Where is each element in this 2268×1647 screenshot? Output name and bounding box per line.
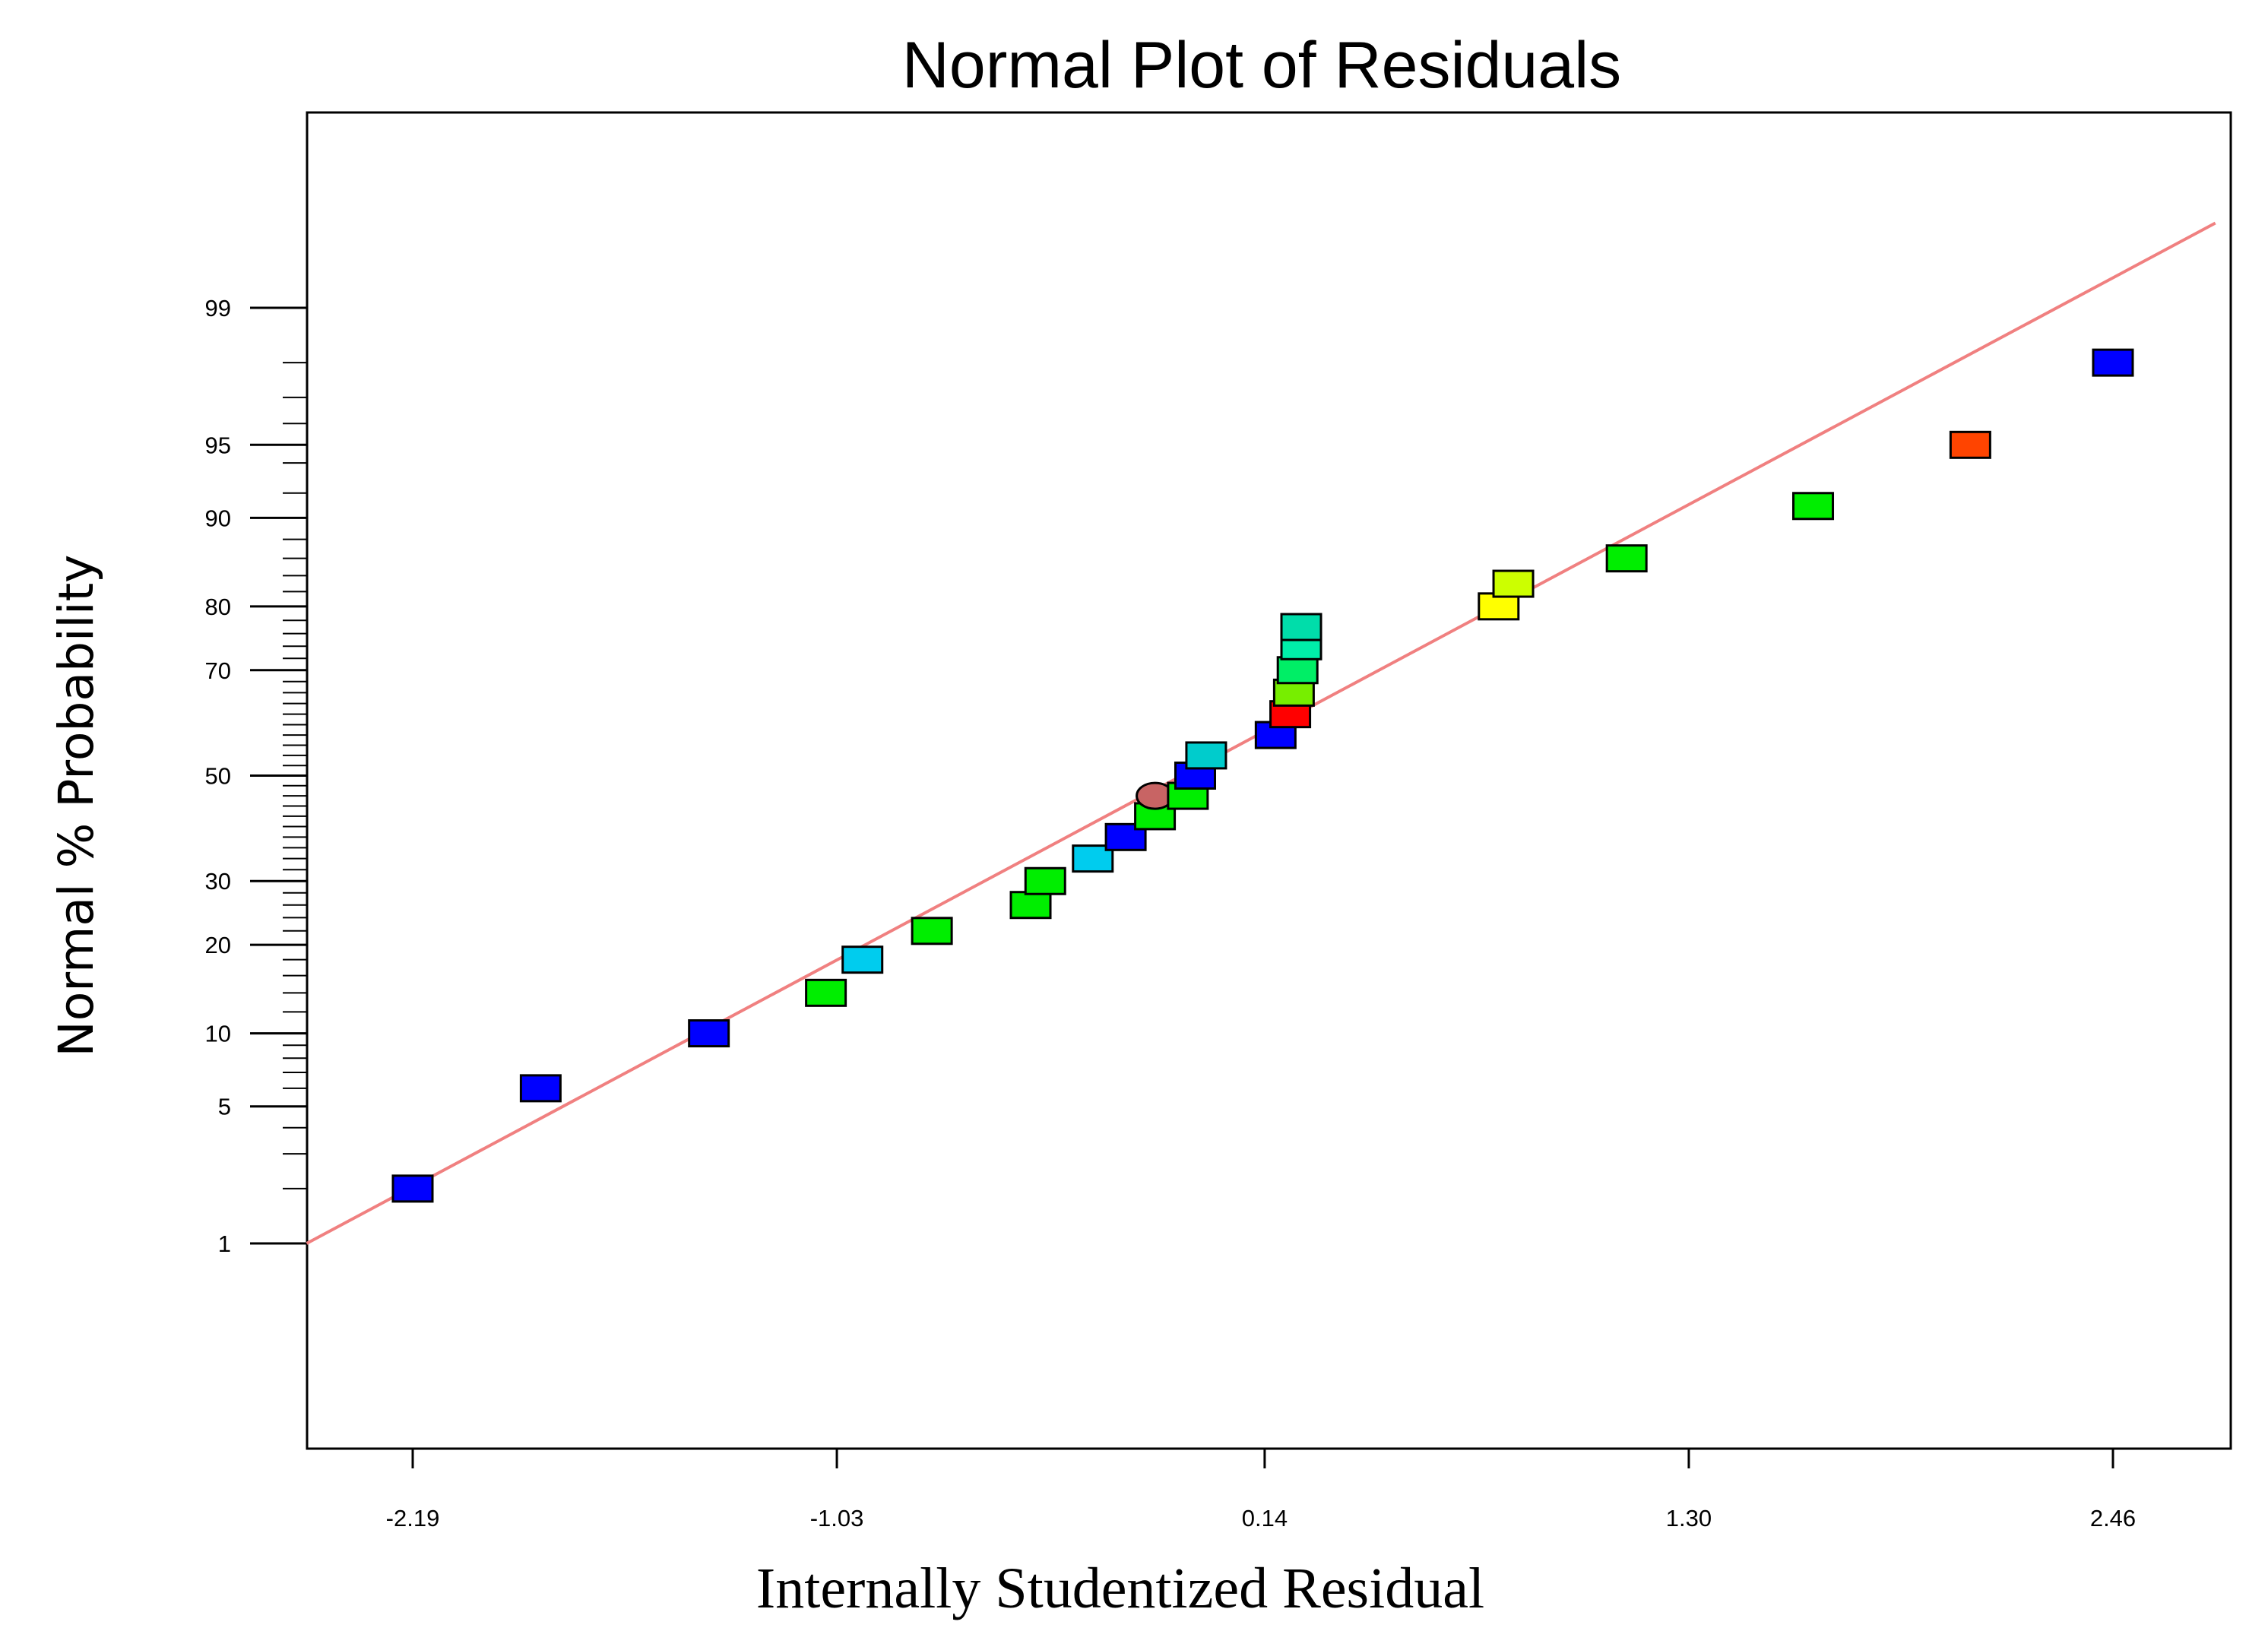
y-tick-label: 10 xyxy=(205,1021,231,1047)
y-tick-label: 20 xyxy=(205,932,231,958)
x-tick-label: 1.30 xyxy=(1666,1505,1712,1531)
x-tick-label: -1.03 xyxy=(810,1505,864,1531)
y-axis-label: Normal % Probability xyxy=(49,555,104,1057)
data-point xyxy=(805,978,847,1007)
y-tick-label: 30 xyxy=(205,868,231,895)
plot-area-frame xyxy=(306,111,2232,1450)
y-tick-label: 80 xyxy=(205,594,231,620)
data-point xyxy=(1605,544,1648,573)
data-point xyxy=(391,1174,434,1203)
x-tick-label: 0.14 xyxy=(1242,1505,1288,1531)
data-point xyxy=(1949,430,1991,459)
chart-title: Normal Plot of Residuals xyxy=(902,29,1621,102)
data-point xyxy=(1185,741,1227,770)
data-point xyxy=(1009,891,1052,920)
y-tick-label: 99 xyxy=(205,295,231,321)
x-axis-label: Internally Studentized Residual xyxy=(756,1557,1484,1620)
x-axis: -2.19 -1.03 0.14 1.30 2.46 xyxy=(386,1449,2136,1531)
data-point xyxy=(1792,492,1835,521)
data-point xyxy=(519,1074,562,1103)
y-tick-label: 50 xyxy=(205,763,231,790)
y-tick-label: 70 xyxy=(205,657,231,684)
y-axis: 1 5 10 20 30 50 70 80 90 95 99 xyxy=(205,295,307,1257)
data-point xyxy=(841,945,884,974)
y-tick-label: 95 xyxy=(205,432,231,458)
data-point xyxy=(1492,569,1535,598)
y-tick-label: 1 xyxy=(218,1230,231,1257)
data-point xyxy=(2092,348,2134,377)
x-tick-label: 2.46 xyxy=(2090,1505,2136,1531)
data-points xyxy=(391,348,2134,1203)
data-point xyxy=(1280,613,1322,641)
y-tick-label: 5 xyxy=(218,1094,231,1120)
data-point xyxy=(1024,866,1066,895)
data-point xyxy=(911,917,953,945)
data-point xyxy=(688,1019,730,1048)
y-tick-label: 90 xyxy=(205,505,231,531)
x-tick-label: -2.19 xyxy=(386,1505,440,1531)
data-point xyxy=(1276,656,1319,685)
